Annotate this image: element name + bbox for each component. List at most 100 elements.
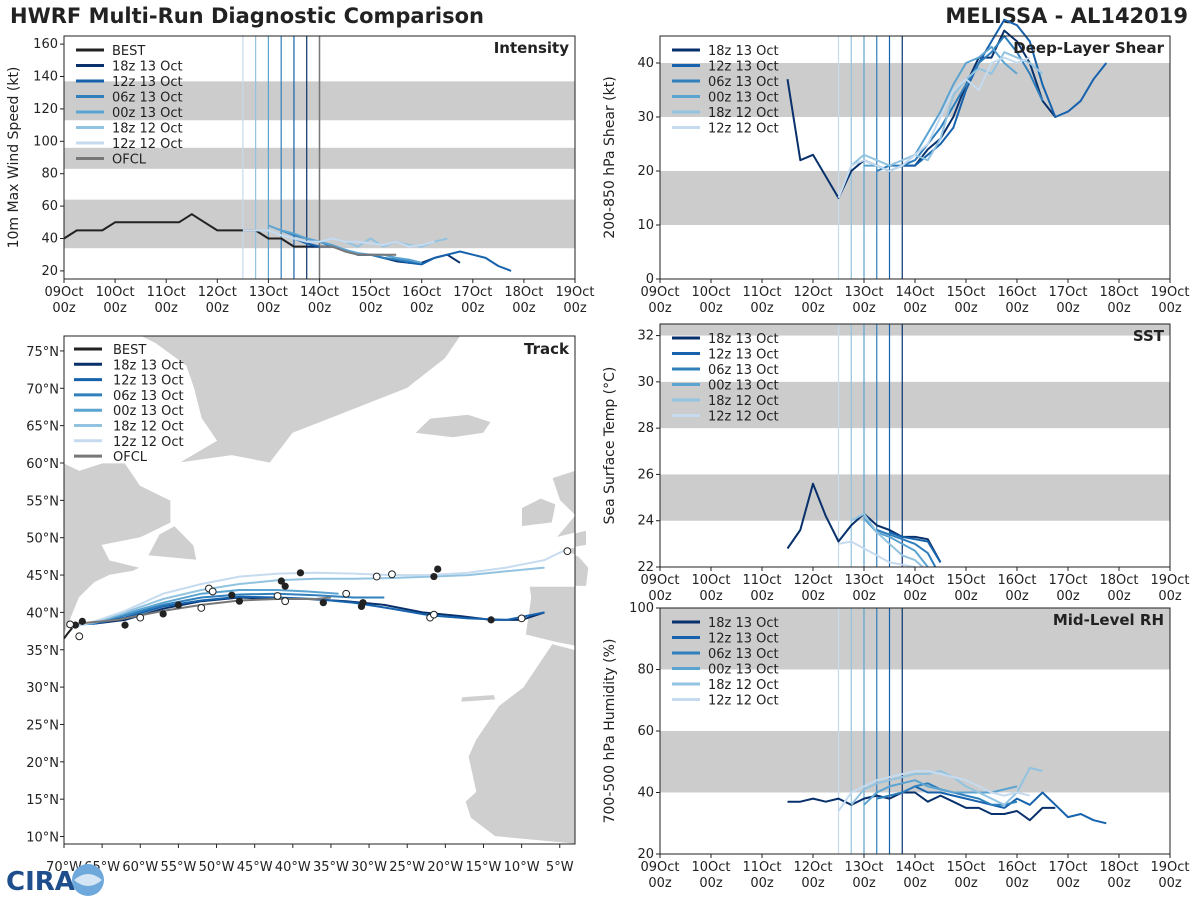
sst-xtick-label: 11Oct [742,573,781,588]
track-xtick-label: 60°W [122,860,158,875]
sst-xtick-label: 13Oct [844,573,883,588]
rh-xtick-label: 14Oct [895,860,934,875]
rh-legend-label: 06z 13 Oct [708,647,779,662]
track-legend-label: OFCL [113,450,148,465]
sst-legend-label: 06z 13 Oct [708,363,779,378]
shear-xtick-label: 12Oct [793,285,832,300]
track-ytick-label: 10°N [26,831,59,846]
sst-band [660,324,1170,336]
track-ytick-label: 50°N [26,532,59,547]
sst-band [660,474,1170,521]
track-ytick-label: 40°N [26,606,59,621]
sst-xtick-label: 00z [648,589,672,604]
intensity-legend-label: 12z 13 Oct [112,75,183,90]
rh-xtick-label: 10Oct [691,860,730,875]
rh-ylabel: 700-500 hPa Humidity (%) [602,639,618,824]
shear-xtick-label: 00z [1158,301,1182,316]
track-marker-open [273,592,282,600]
track-marker-open [75,632,84,641]
track-xtick-label: 35°W [313,860,349,875]
rh-xtick-label: 15Oct [946,860,985,875]
track-xtick-label: 5°W [546,860,574,875]
track-marker-open [430,610,438,619]
shear-xtick-label: 18Oct [1099,285,1138,300]
sst-ytick-label: 24 [637,514,654,529]
rh-xtick-label: 17Oct [1048,860,1087,875]
shear-ytick-label: 30 [637,110,654,125]
shear-xtick-label: 00z [954,301,978,316]
land-ireland [521,497,557,527]
shear-legend-label: 18z 12 Oct [708,106,779,121]
track-ytick-label: 25°N [26,718,59,733]
sst-xtick-label: 09Oct [640,573,679,588]
cira-logo: CIRA [6,864,104,897]
track-marker-open [208,587,217,596]
shear-xtick-label: 14Oct [895,285,934,300]
rh-panel [656,607,1171,858]
shear-title: Deep-Layer Shear [1013,39,1164,57]
intensity-ytick-label: 120 [33,102,58,117]
rh-xtick-label: 00z [852,876,876,891]
sst-ytick-label: 28 [637,421,654,436]
track-marker-closed [281,582,289,590]
intensity-xtick-label: 18Oct [504,285,543,300]
track-title: Track [524,340,570,358]
rh-legend-label: 00z 13 Oct [708,663,779,678]
rh-xtick-label: 12Oct [793,860,832,875]
track-marker-closed [78,617,86,625]
track-xtick-label: 45°W [237,860,273,875]
logo-text: CIRA [6,867,75,897]
sst-series-12z-12-oct [838,540,916,568]
shear-xtick-label: 00z [801,301,825,316]
sst-ylabel: Sea Surface Temp (°C) [602,367,618,525]
track-legend-label: 12z 12 Oct [113,435,184,450]
intensity-legend-label: 18z 12 Oct [112,122,183,137]
intensity-ytick-label: 160 [33,37,58,52]
rh-xtick-label: 00z [648,876,672,891]
track-marker-closed [174,601,183,609]
intensity-xtick-label: 00z [257,301,281,316]
track-marker-open [136,613,145,622]
intensity-legend-label: BEST [112,44,145,59]
intensity-xtick-label: 00z [155,301,179,316]
track-ytick-label: 75°N [26,345,59,360]
storm-title: MELISSA - AL142019 [945,4,1188,28]
intensity-series-12z-12-oct [242,229,435,248]
rh-xtick-label: 00z [750,876,774,891]
shear-xtick-label: 00z [1107,301,1131,316]
intensity-xtick-label: 00z [308,301,332,316]
sst-band [660,381,1170,429]
track-marker-closed [434,565,442,573]
track-ytick-label: 35°N [26,644,59,659]
shear-xtick-label: 13Oct [844,285,883,300]
rh-xtick-label: 00z [1107,876,1131,891]
sst-series-00z-13-oct [863,517,929,568]
rh-ytick-label: 40 [637,786,654,801]
track-ytick-label: 70°N [26,382,59,397]
rh-xtick-label: 00z [1158,876,1182,891]
intensity-ytick-label: 60 [41,199,58,214]
shear-ytick-label: 40 [637,56,654,71]
rh-xtick-label: 19Oct [1150,860,1189,875]
sst-xtick-label: 00z [954,589,978,604]
shear-xtick-label: 00z [1056,301,1080,316]
logo-wave-icon [74,874,102,886]
rh-ytick-label: 100 [629,601,654,616]
sst-xtick-label: 00z [1056,589,1080,604]
track-ytick-label: 60°N [26,457,59,472]
intensity-panel [60,35,576,283]
sst-xtick-label: 10Oct [691,573,730,588]
intensity-series-best [63,213,320,248]
track-series-ofcl [76,596,331,625]
track-xtick-label: 30°W [351,860,387,875]
track-panel [60,335,590,848]
sst-ytick-label: 30 [637,375,654,390]
track-marker-closed [159,610,167,618]
rh-band [660,608,1170,670]
sst-xtick-label: 19Oct [1150,573,1189,588]
rh-xtick-label: 13Oct [844,860,883,875]
rh-xtick-label: 16Oct [997,860,1036,875]
sst-series-06z-13-oct [876,529,937,568]
shear-series-12z-12-oct [837,56,1031,199]
intensity-legend-label: 00z 13 Oct [112,106,183,121]
